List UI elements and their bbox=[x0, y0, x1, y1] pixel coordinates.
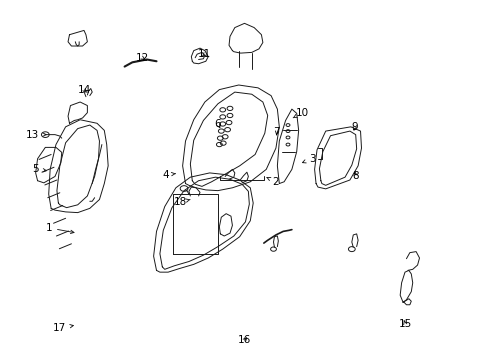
Text: 13: 13 bbox=[26, 130, 46, 140]
Text: 11: 11 bbox=[198, 49, 211, 59]
Text: 6: 6 bbox=[214, 119, 221, 129]
Text: 15: 15 bbox=[398, 319, 411, 329]
Text: 4: 4 bbox=[163, 170, 175, 180]
Text: 17: 17 bbox=[53, 323, 73, 333]
Text: 10: 10 bbox=[292, 108, 308, 118]
Text: 18: 18 bbox=[174, 197, 190, 207]
Text: 9: 9 bbox=[351, 122, 357, 132]
Text: 7: 7 bbox=[273, 127, 280, 137]
Text: 12: 12 bbox=[135, 53, 148, 63]
Text: 1: 1 bbox=[45, 223, 74, 234]
Text: 8: 8 bbox=[352, 171, 358, 181]
Text: 16: 16 bbox=[237, 335, 251, 345]
Text: 2: 2 bbox=[266, 177, 279, 187]
Text: 14: 14 bbox=[77, 85, 90, 95]
Text: 5: 5 bbox=[32, 165, 46, 174]
Text: 3: 3 bbox=[302, 154, 315, 164]
